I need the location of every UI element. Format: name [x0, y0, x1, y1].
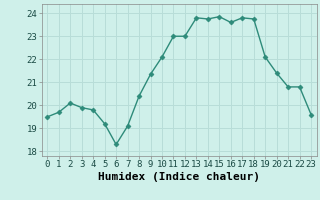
X-axis label: Humidex (Indice chaleur): Humidex (Indice chaleur)	[98, 172, 260, 182]
